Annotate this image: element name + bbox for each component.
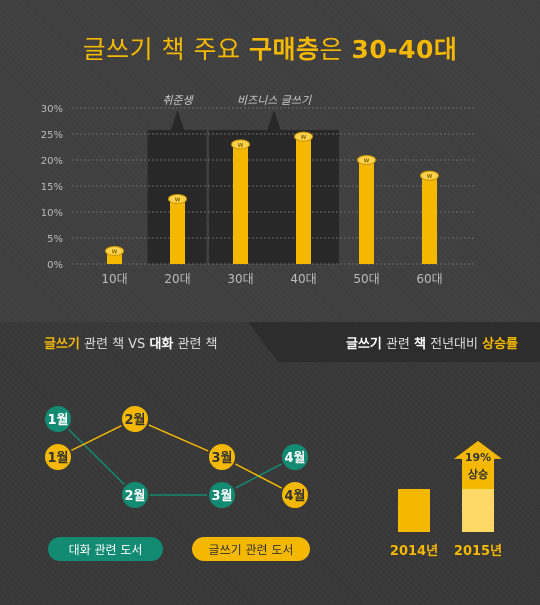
y-tick-label: 20% [41,156,63,167]
annotation-job-seekers: 취준생 [162,94,194,107]
bar [170,199,185,264]
series-point [280,480,310,510]
coin-icon [168,194,187,204]
line-header-end: 관련 책 [173,337,218,352]
growth-bar-chart: 19% 상승 2014년 2015년 [390,440,502,559]
title-part-4: 30-40대 [351,35,458,64]
increase-label: 상승 [468,467,488,481]
point-label: 2월 [124,412,145,428]
line-header-writing: 글쓰기 [44,337,80,352]
bar [359,160,374,264]
page-title: 글쓰기 책 주요 구매층은 30-40대 [0,30,540,66]
y-tick-label: 25% [41,130,63,141]
x-tick-label: 40대 [290,272,316,286]
title-part-1: 글쓰기 책 주요 [82,35,249,64]
coin-label: W [175,198,181,204]
y-tick-label: 15% [41,182,63,193]
series-point [43,442,73,472]
title-part-3: 은 [319,35,352,64]
point-label: 4월 [284,488,305,504]
x-tick-label: 60대 [416,272,442,286]
callout-pointer-30s-40s [267,110,281,131]
bar [462,489,494,532]
x-tick-label: 2015년 [454,544,502,559]
highlight-band-30s-40s [209,130,339,264]
line-chart-header: 글쓰기 관련 책 VS 대화 관련 책 [44,333,218,352]
x-tick-label: 50대 [353,272,379,286]
coin-label: W [364,159,370,165]
point-label: 4월 [284,450,305,466]
increase-percent: 19% [465,451,491,464]
line-header-conversation: 대화 [149,337,174,352]
growth-header-book: 책 [414,337,426,352]
coin-icon [357,155,376,165]
series-point [120,480,150,510]
bar [233,144,248,264]
series-line [57,418,296,496]
x-tick-label: 10대 [101,272,127,286]
coin-label: W [427,174,433,180]
legend-label: 글쓰기 관련 도서 [209,543,294,557]
annotation-business-writing: 비즈니스 글쓰기 [237,94,312,107]
bar [296,136,311,264]
growth-header-yoy: 전년대비 [426,337,483,352]
coin-label: W [238,143,244,149]
callout-pointer-20s [170,110,185,131]
series-line [57,418,296,496]
y-tick-label: 5% [47,234,63,245]
coin-icon [231,139,250,150]
coin-icon [420,170,439,181]
x-tick-label: 30대 [227,272,253,286]
series-point [43,404,73,434]
coin-icon [105,246,124,256]
x-tick-label: 20대 [164,272,190,286]
series-point [207,442,237,472]
header-band [248,322,540,362]
growth-header-related: 관련 [381,337,415,352]
legend-label: 대화 관련 도서 [69,543,143,557]
point-label: 2월 [124,488,145,504]
coin-label: W [301,135,307,141]
y-tick-label: 30% [41,104,63,115]
increase-arrow [454,440,502,489]
legend-pill [48,537,163,561]
title-part-2: 구매층 [248,35,320,64]
legend-pill [192,537,310,561]
bar [422,175,437,264]
coin-icon [294,131,313,142]
bar [398,489,430,532]
point-label: 3월 [211,450,232,466]
x-tick-label: 2014년 [390,544,438,559]
growth-header-writing: 글쓰기 [345,337,382,352]
age-bar-chart: 취준생 비즈니스 글쓰기 0% 5% 10% 15% 20% 25% 30% W 10대 W 20대 W 3… [41,94,475,286]
coin-label: W [112,250,118,256]
growth-chart-header: 글쓰기 관련 책 전년대비 상승률 [346,333,518,352]
y-tick-label: 10% [41,208,63,219]
point-label: 1월 [47,450,68,466]
point-label: 3월 [211,488,232,504]
series-point [280,442,310,472]
y-tick-label: 0% [47,260,63,271]
point-label: 1월 [47,412,68,428]
growth-header-rate: 상승률 [482,337,518,352]
series-point [207,480,237,510]
series-point [120,404,150,434]
line-header-mid: 관련 책 VS [79,337,150,352]
